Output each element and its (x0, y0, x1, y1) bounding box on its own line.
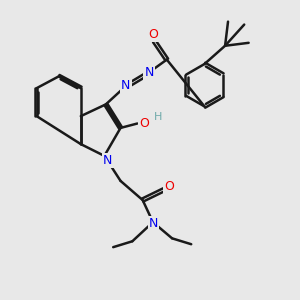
Text: N: N (144, 66, 154, 79)
Text: N: N (103, 154, 112, 167)
Text: N: N (121, 79, 130, 92)
Text: O: O (164, 180, 174, 193)
Text: O: O (148, 28, 158, 41)
Text: O: O (139, 117, 149, 130)
Text: H: H (154, 112, 162, 122)
Text: N: N (149, 217, 158, 230)
